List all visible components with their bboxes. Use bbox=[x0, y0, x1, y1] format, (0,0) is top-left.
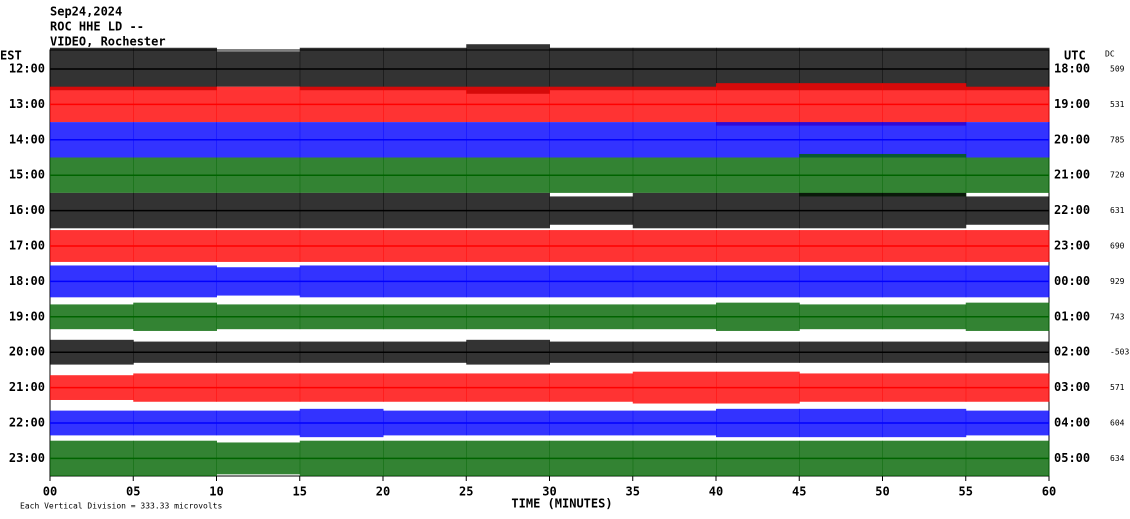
utc-label: 05:00 bbox=[1054, 451, 1090, 465]
est-label: 21:00 bbox=[9, 380, 45, 394]
est-label: 16:00 bbox=[9, 203, 45, 217]
est-label: 15:00 bbox=[9, 168, 45, 182]
dc-value: 743 bbox=[1110, 312, 1125, 321]
scale-note: Each Vertical Division = 333.33 microvol… bbox=[20, 502, 222, 511]
est-label: 22:00 bbox=[9, 416, 45, 430]
dc-value: -503 bbox=[1110, 348, 1129, 357]
dc-value: 785 bbox=[1110, 135, 1125, 144]
dc-value: 690 bbox=[1110, 242, 1125, 251]
chart-subtitle: ROC HHE LD -- bbox=[50, 20, 144, 34]
x-tick-label: 30 bbox=[542, 485, 556, 499]
est-label: 23:00 bbox=[9, 451, 45, 465]
x-tick-label: 15 bbox=[293, 485, 307, 499]
dc-value: 720 bbox=[1110, 171, 1125, 180]
utc-label: 21:00 bbox=[1054, 168, 1090, 182]
utc-label: 00:00 bbox=[1054, 274, 1090, 288]
x-axis-label: TIME (MINUTES) bbox=[511, 497, 612, 511]
x-tick-label: 60 bbox=[1042, 485, 1056, 499]
x-tick-label: 35 bbox=[626, 485, 640, 499]
x-tick-label: 10 bbox=[209, 485, 223, 499]
est-label: 13:00 bbox=[9, 97, 45, 111]
utc-label: 19:00 bbox=[1054, 97, 1090, 111]
x-tick-label: 50 bbox=[875, 485, 889, 499]
dc-label: DC bbox=[1105, 50, 1115, 59]
est-label: 20:00 bbox=[9, 345, 45, 359]
est-label: 12:00 bbox=[9, 62, 45, 76]
right-axis-label: UTC bbox=[1064, 49, 1086, 63]
dc-value: 509 bbox=[1110, 65, 1125, 74]
dc-value: 531 bbox=[1110, 100, 1125, 109]
utc-label: 23:00 bbox=[1054, 239, 1090, 253]
utc-label: 03:00 bbox=[1054, 380, 1090, 394]
station-label: VIDEO, Rochester bbox=[50, 35, 166, 49]
x-tick-label: 25 bbox=[459, 485, 473, 499]
x-tick-label: 05 bbox=[126, 485, 140, 499]
est-label: 19:00 bbox=[9, 309, 45, 323]
dc-value: 631 bbox=[1110, 206, 1125, 215]
utc-label: 18:00 bbox=[1054, 62, 1090, 76]
utc-label: 20:00 bbox=[1054, 132, 1090, 146]
dc-value: 929 bbox=[1110, 277, 1125, 286]
utc-label: 02:00 bbox=[1054, 345, 1090, 359]
chart-title: Sep24,2024 bbox=[50, 5, 122, 19]
x-tick-label: 45 bbox=[792, 485, 806, 499]
est-label: 17:00 bbox=[9, 239, 45, 253]
utc-label: 04:00 bbox=[1054, 416, 1090, 430]
est-label: 14:00 bbox=[9, 132, 45, 146]
dc-value: 571 bbox=[1110, 383, 1125, 392]
est-label: 18:00 bbox=[9, 274, 45, 288]
dc-value: 604 bbox=[1110, 419, 1125, 428]
utc-label: 01:00 bbox=[1054, 309, 1090, 323]
utc-label: 22:00 bbox=[1054, 203, 1090, 217]
x-tick-label: 55 bbox=[959, 485, 973, 499]
x-tick-label: 20 bbox=[376, 485, 390, 499]
x-tick-label: 00 bbox=[43, 485, 57, 499]
dc-value: 634 bbox=[1110, 454, 1125, 463]
x-tick-label: 40 bbox=[709, 485, 723, 499]
left-axis-label: EST bbox=[0, 49, 22, 63]
